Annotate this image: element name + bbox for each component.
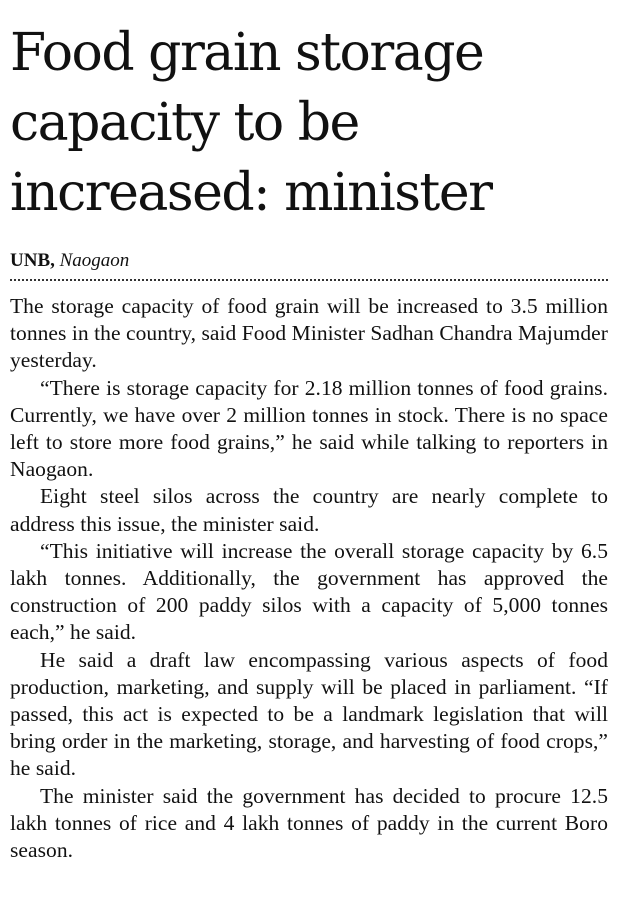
article-body: The storage capacity of food grain will … bbox=[10, 293, 608, 864]
headline: Food grain storage capacity to be increa… bbox=[10, 23, 493, 223]
paragraph: “There is storage capacity for 2.18 mill… bbox=[10, 375, 608, 482]
dotted-divider bbox=[10, 279, 608, 281]
paragraph: The minister said the government has dec… bbox=[10, 783, 608, 863]
news-article: Food grain storage capacity to be increa… bbox=[10, 18, 608, 864]
paragraph: The storage capacity of food grain will … bbox=[10, 294, 608, 373]
byline-agency: UNB, bbox=[10, 250, 55, 271]
paragraph: Eight steel silos across the country are… bbox=[10, 484, 608, 536]
paragraph: He said a draft law encompassing various… bbox=[10, 647, 608, 781]
byline-location: Naogaon bbox=[59, 250, 130, 271]
byline: UNB, Naogaon bbox=[10, 250, 608, 272]
paragraph: “This initiative will increase the overa… bbox=[10, 538, 608, 645]
